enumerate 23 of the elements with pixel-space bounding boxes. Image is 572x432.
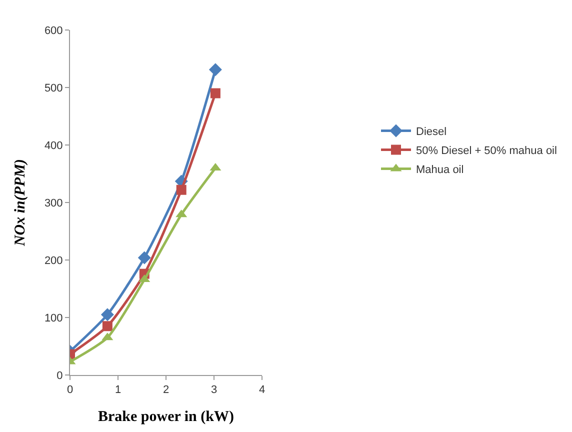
y-axis-title: NOx in(PPM) <box>12 158 29 248</box>
point <box>208 63 222 76</box>
y-tick-label: 300 <box>44 197 63 210</box>
point <box>210 88 220 98</box>
x-axis-title: Brake power in (kW) <box>98 409 234 426</box>
legend-label: Mahua oil <box>416 164 464 176</box>
legend-label: 50% Diesel + 50% mahua oil <box>416 145 557 158</box>
x-tick-label: 1 <box>114 384 122 396</box>
y-tick-label: 400 <box>44 140 63 152</box>
legend-label: Diesel <box>416 126 447 138</box>
point <box>138 251 151 264</box>
y-tick-label: 0 <box>56 370 63 382</box>
y-tick-label: 100 <box>44 312 63 324</box>
x-tick-label: 2 <box>162 384 170 396</box>
y-tick-label: 500 <box>44 82 63 94</box>
y-tick-label: 200 <box>44 254 63 267</box>
x-tick-label: 0 <box>66 384 74 396</box>
point <box>176 184 186 195</box>
y-tick-label: 600 <box>44 24 63 37</box>
x-tick-label: 3 <box>210 384 218 396</box>
x-tick-label: 4 <box>258 384 266 396</box>
point <box>100 308 114 322</box>
point <box>102 321 112 332</box>
